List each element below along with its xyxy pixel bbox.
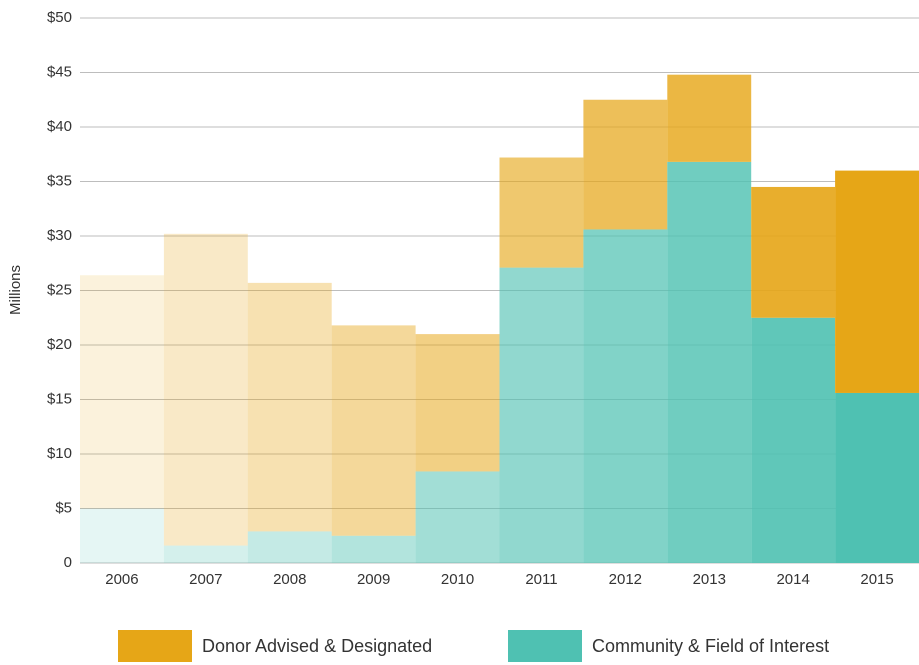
y-tick-label: 0 <box>64 554 72 571</box>
bar-segment <box>80 508 164 563</box>
bar-segment <box>835 392 919 563</box>
x-tick-label: 2013 <box>693 571 726 588</box>
bar-segment <box>751 186 836 318</box>
x-tick-label: 2012 <box>609 571 642 588</box>
bar-segment <box>667 74 752 162</box>
x-tick-label: 2010 <box>441 571 474 588</box>
bar-segment <box>667 161 752 563</box>
y-tick-label: $25 <box>47 281 72 298</box>
bar-segment <box>163 545 248 563</box>
bar-segment <box>499 157 584 268</box>
bar-segment <box>247 282 332 532</box>
bars <box>80 74 919 563</box>
x-tick-label: 2008 <box>273 571 306 588</box>
legend-label: Donor Advised & Designated <box>202 636 432 656</box>
bar-segment <box>415 334 500 472</box>
x-tick-label: 2006 <box>105 571 138 588</box>
bar-segment <box>583 229 668 563</box>
y-axis-label: Millions <box>7 265 24 315</box>
y-tick-label: $50 <box>47 9 72 26</box>
legend-swatch <box>118 630 192 662</box>
bar-segment <box>247 531 332 563</box>
legend-label: Community & Field of Interest <box>592 636 829 656</box>
y-tick-label: $20 <box>47 336 72 353</box>
bar-segment <box>583 99 668 230</box>
bar-segment <box>499 267 584 563</box>
bar-segment <box>835 170 919 393</box>
x-tick-label: 2011 <box>525 571 557 588</box>
legend-swatch <box>508 630 582 662</box>
bar-segment <box>331 325 416 536</box>
x-tick-label: 2014 <box>776 571 809 588</box>
y-tick-label: $45 <box>47 63 72 80</box>
y-tick-label: $40 <box>47 118 72 135</box>
y-tick-label: $15 <box>47 390 72 407</box>
bar-segment <box>80 275 164 509</box>
x-tick-label: 2015 <box>860 571 893 588</box>
bar-segment <box>415 471 500 563</box>
bar-segment <box>751 317 836 563</box>
y-tick-label: $35 <box>47 172 72 189</box>
y-tick-label: $5 <box>55 499 72 516</box>
y-tick-label: $10 <box>47 445 72 462</box>
x-tick-label: 2009 <box>357 571 390 588</box>
y-tick-label: $30 <box>47 227 72 244</box>
x-tick-label: 2007 <box>189 571 222 588</box>
bar-segment <box>331 535 416 563</box>
bar-segment <box>163 233 248 546</box>
